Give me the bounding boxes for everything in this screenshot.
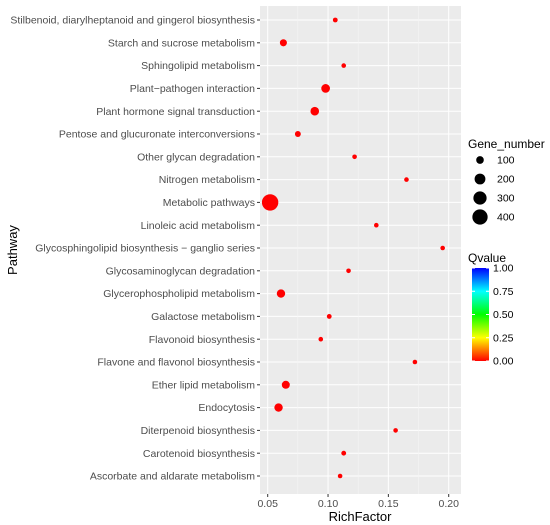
color-legend-label: 0.50: [493, 309, 514, 321]
pathway-label: Nitrogen metabolism: [159, 174, 256, 186]
data-point: [281, 380, 290, 389]
color-legend-label: 0.00: [493, 356, 514, 368]
data-point: [276, 289, 286, 298]
data-point: [274, 403, 283, 412]
pathway-label: Plant hormone signal transduction: [96, 106, 255, 118]
data-point: [374, 222, 379, 228]
pathway-label: Flavonoid biosynthesis: [149, 334, 255, 346]
x-tick-label: 0.10: [318, 498, 339, 510]
x-ticks: 0.05 0.10 0.15 0.20: [257, 494, 459, 510]
pathway-label: Endocytosis: [198, 402, 255, 414]
color-legend-label: 1.00: [493, 263, 514, 275]
qvalue-legend: Qvalue 1.00 0.75 0.50 0.25 0.00: [468, 251, 514, 368]
data-point: [404, 177, 409, 182]
pathway-label: Sphingolipid metabolism: [141, 60, 255, 72]
pathway-label: Metabolic pathways: [163, 197, 255, 209]
data-point: [341, 63, 347, 68]
data-points: [261, 17, 445, 479]
x-axis-title: RichFactor: [329, 509, 393, 524]
data-point: [352, 154, 357, 160]
data-point: [318, 336, 324, 342]
pathway-label: Carotenoid biosynthesis: [143, 448, 255, 460]
x-tick-label: 0.05: [257, 498, 278, 510]
data-point: [321, 84, 330, 93]
data-point: [341, 450, 347, 456]
y-axis-title: Pathway: [5, 225, 20, 275]
pathway-label: Diterpenoid biosynthesis: [141, 425, 255, 437]
size-legend-dot: [476, 156, 484, 164]
data-point: [310, 106, 320, 116]
data-point: [326, 313, 332, 319]
size-legend-dot: [472, 209, 488, 225]
pathway-label: Linoleic acid metabolism: [141, 220, 256, 232]
y-ticks: [257, 19, 260, 477]
size-legend-label: 400: [497, 212, 515, 224]
size-legend-label: 200: [497, 174, 515, 186]
data-point: [346, 268, 351, 274]
plot-panel: [260, 6, 461, 494]
data-point: [332, 17, 338, 23]
size-legend-title: Gene_number: [468, 137, 545, 151]
data-point: [393, 428, 398, 433]
data-point: [294, 131, 301, 137]
data-point: [279, 39, 287, 47]
color-legend-label: 0.75: [493, 286, 514, 298]
pathway-label: Ascorbate and aldarate metabolism: [90, 471, 255, 483]
pathway-label: Stilbenoid, diarylheptanoid and gingerol…: [10, 15, 255, 27]
size-legend-dot: [473, 191, 487, 205]
x-tick-label: 0.15: [378, 498, 399, 510]
pathway-label: Plant−pathogen interaction: [130, 83, 255, 95]
pathway-label: Ether lipid metabolism: [152, 379, 256, 391]
pathway-labels: Stilbenoid, diarylheptanoid and gingerol…: [10, 15, 255, 483]
data-point: [261, 194, 279, 211]
pathway-label: Other glycan degradation: [137, 151, 255, 163]
gene-number-legend: Gene_number 100 200 300 400: [468, 137, 545, 225]
data-point: [337, 473, 343, 479]
qvalue-colorbar: [472, 268, 489, 361]
pathway-label: Glycerophospholipid metabolism: [103, 288, 255, 300]
color-legend-label: 0.25: [493, 332, 514, 344]
data-point: [440, 245, 445, 251]
grid-lines: [260, 6, 461, 494]
pathway-label: Starch and sucrose metabolism: [108, 37, 255, 49]
pathway-label: Galactose metabolism: [151, 311, 255, 323]
data-point: [412, 359, 418, 365]
pathway-label: Flavone and flavonol biosynthesis: [97, 357, 255, 369]
size-legend-dot: [474, 173, 486, 185]
size-legend-label: 300: [497, 193, 515, 205]
pathway-label: Glycosphingolipid biosynthesis − ganglio…: [35, 243, 255, 255]
x-tick-label: 0.20: [438, 498, 459, 510]
size-legend-label: 100: [497, 155, 515, 167]
pathway-label: Pentose and glucuronate interconversions: [59, 129, 255, 141]
pathway-label: Glycosaminoglycan degradation: [106, 265, 256, 277]
color-legend-title: Qvalue: [468, 251, 506, 265]
